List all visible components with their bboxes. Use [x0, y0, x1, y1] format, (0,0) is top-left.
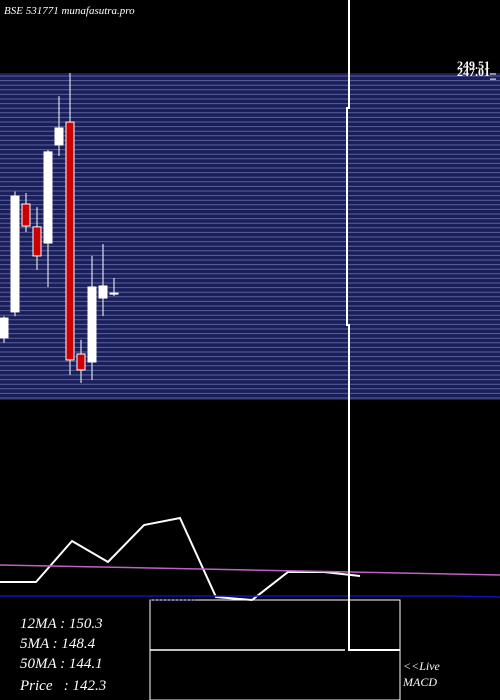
- candle-body: [98, 285, 108, 299]
- candle-body: [65, 121, 75, 361]
- band-lines: [0, 75, 500, 399]
- candle-body: [0, 317, 9, 339]
- candle-body: [76, 353, 86, 371]
- y-tick-label: 247.01: [457, 65, 490, 79]
- chart-title: BSE 531771 munafasutra.pro: [4, 5, 135, 17]
- stat: Price : 142.3: [19, 678, 106, 694]
- live-link[interactable]: MACD: [402, 675, 437, 689]
- stat: 5MA : 148.4: [20, 636, 96, 652]
- candle-body: [32, 226, 42, 257]
- y-tick-label: 249.51: [457, 58, 490, 72]
- indicator-line: [0, 564, 500, 576]
- indicator-line: [0, 516, 361, 602]
- candle-body: [43, 151, 53, 244]
- candle-body: [10, 195, 20, 313]
- candle-body: [87, 286, 97, 363]
- vertical-marker: [346, 0, 400, 651]
- stat: 50MA : 144.1: [20, 656, 103, 672]
- indicator-line: [0, 595, 500, 598]
- candle-body: [54, 127, 64, 146]
- candle-body: [109, 292, 119, 295]
- candle-body: [21, 203, 31, 227]
- live-link[interactable]: <<Live: [403, 659, 441, 673]
- stat: 12MA : 150.3: [20, 616, 103, 632]
